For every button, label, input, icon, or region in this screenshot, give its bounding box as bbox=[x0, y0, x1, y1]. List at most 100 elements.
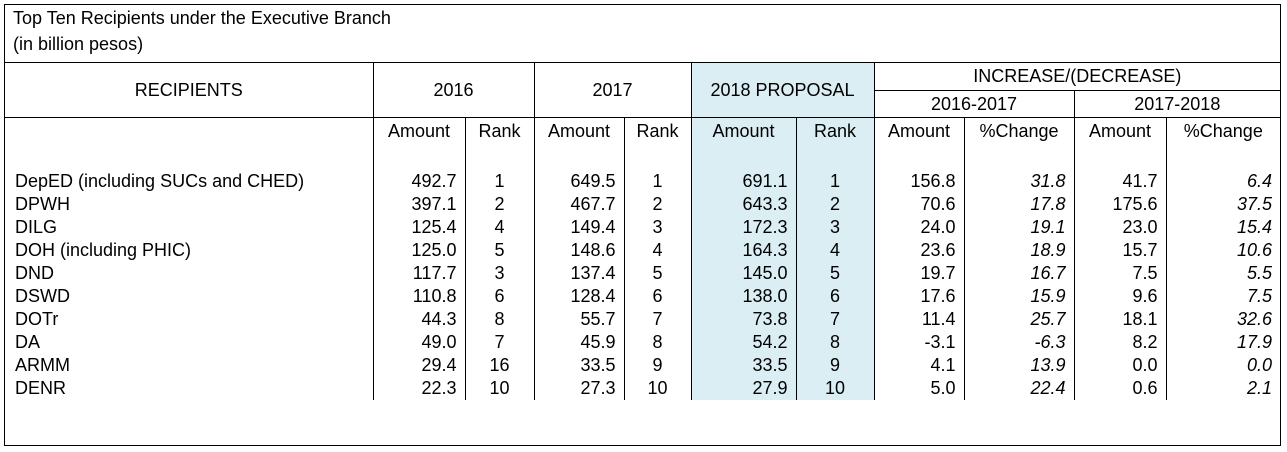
pct-change-2016-2017: 18.9 bbox=[963, 239, 1075, 262]
pct-change-2016-2017: 19.1 bbox=[963, 216, 1075, 239]
amount-2017: 45.9 bbox=[533, 331, 625, 354]
change-amount-2016-2017: 17.6 bbox=[873, 285, 965, 308]
change-amount-2016-2017: 19.7 bbox=[873, 262, 965, 285]
spacer-row bbox=[5, 145, 1281, 170]
title-area: Top Ten Recipients under the Executive B… bbox=[5, 5, 1280, 63]
amount-2016: 22.3 bbox=[372, 377, 465, 400]
amount-2017: 55.7 bbox=[533, 308, 625, 331]
amount-2017: 128.4 bbox=[533, 285, 625, 308]
rank-2016: 16 bbox=[464, 354, 535, 377]
pct-change-2017-2018: 15.4 bbox=[1165, 216, 1281, 239]
rank-2018: 1 bbox=[795, 170, 875, 193]
row-name: DILG bbox=[15, 217, 58, 237]
subheader-rank: Rank bbox=[623, 117, 692, 145]
row-name: DSWD bbox=[15, 286, 70, 306]
amount-2018: 54.2 bbox=[690, 331, 797, 354]
rank-2016: 1 bbox=[464, 170, 535, 193]
rank-2018: 7 bbox=[795, 308, 875, 331]
subheader-amount: Amount bbox=[690, 117, 797, 145]
subheader-pct-change: %Change bbox=[963, 117, 1075, 145]
table-subtitle: (in billion pesos) bbox=[13, 34, 144, 54]
table-title: Top Ten Recipients under the Executive B… bbox=[13, 8, 391, 28]
change-amount-2017-2018: 0.0 bbox=[1073, 354, 1167, 377]
amount-2016: 49.0 bbox=[372, 331, 465, 354]
rank-2017: 10 bbox=[623, 377, 692, 400]
table-row: DPWH 397.1 2 467.7 2 643.3 2 70.6 17.8 175.6 37.5 bbox=[5, 193, 1281, 216]
change-amount-2017-2018: 9.6 bbox=[1073, 285, 1167, 308]
pct-change-2017-2018: 37.5 bbox=[1165, 193, 1281, 216]
change-amount-2016-2017: 24.0 bbox=[873, 216, 965, 239]
amount-2016: 110.8 bbox=[372, 285, 465, 308]
row-name: DepED (including SUCs and CHED) bbox=[15, 171, 305, 191]
rank-2018: 10 bbox=[795, 377, 875, 400]
amount-2017: 467.7 bbox=[533, 193, 625, 216]
rank-2018: 4 bbox=[795, 239, 875, 262]
rank-2016: 2 bbox=[464, 193, 535, 216]
pct-change-2017-2018: 5.5 bbox=[1165, 262, 1281, 285]
change-amount-2017-2018: 23.0 bbox=[1073, 216, 1167, 239]
change-amount-2016-2017: 11.4 bbox=[873, 308, 965, 331]
pct-change-2016-2017: 31.8 bbox=[963, 170, 1075, 193]
row-name: DND bbox=[15, 263, 54, 283]
amount-2016: 44.3 bbox=[372, 308, 465, 331]
pct-change-2016-2017: 16.7 bbox=[963, 262, 1075, 285]
recipients-table: RECIPIENTS 2016 2017 2018 PROPOSAL INCRE… bbox=[5, 63, 1281, 400]
change-amount-2016-2017: 156.8 bbox=[873, 170, 965, 193]
amount-2018: 33.5 bbox=[690, 354, 797, 377]
amount-2017: 33.5 bbox=[533, 354, 625, 377]
change-amount-2017-2018: 15.7 bbox=[1073, 239, 1167, 262]
amount-2016: 117.7 bbox=[372, 262, 465, 285]
subheader-amount: Amount bbox=[873, 117, 965, 145]
subheader-rank: Rank bbox=[795, 117, 875, 145]
pct-change-2016-2017: 22.4 bbox=[963, 377, 1075, 400]
amount-2016: 492.7 bbox=[372, 170, 465, 193]
rank-2016: 3 bbox=[464, 262, 535, 285]
pct-change-2017-2018: 0.0 bbox=[1165, 354, 1281, 377]
amount-2017: 149.4 bbox=[533, 216, 625, 239]
subheader-pct-change: %Change bbox=[1165, 117, 1281, 145]
header-2017-2018: 2017-2018 bbox=[1073, 90, 1281, 118]
row-name: ARMM bbox=[15, 355, 70, 375]
rank-2016: 7 bbox=[464, 331, 535, 354]
pct-change-2017-2018: 32.6 bbox=[1165, 308, 1281, 331]
amount-2016: 397.1 bbox=[372, 193, 465, 216]
pct-change-2016-2017: 15.9 bbox=[963, 285, 1075, 308]
header-2016: 2016 bbox=[372, 63, 535, 118]
pct-change-2017-2018: 17.9 bbox=[1165, 331, 1281, 354]
pct-change-2016-2017: 13.9 bbox=[963, 354, 1075, 377]
row-name: DA bbox=[15, 332, 41, 352]
rank-2018: 6 bbox=[795, 285, 875, 308]
change-amount-2017-2018: 18.1 bbox=[1073, 308, 1167, 331]
change-amount-2016-2017: 70.6 bbox=[873, 193, 965, 216]
subheader-amount: Amount bbox=[1073, 117, 1167, 145]
table-frame: Top Ten Recipients under the Executive B… bbox=[4, 4, 1281, 446]
pct-change-2017-2018: 10.6 bbox=[1165, 239, 1281, 262]
change-amount-2016-2017: 4.1 bbox=[873, 354, 965, 377]
amount-2017: 27.3 bbox=[533, 377, 625, 400]
rank-2017: 5 bbox=[623, 262, 692, 285]
change-amount-2016-2017: -3.1 bbox=[873, 331, 965, 354]
amount-2018: 145.0 bbox=[690, 262, 797, 285]
rank-2016: 10 bbox=[464, 377, 535, 400]
amount-2018: 27.9 bbox=[690, 377, 797, 400]
rank-2018: 3 bbox=[795, 216, 875, 239]
table-row: DOTr 44.3 8 55.7 7 73.8 7 11.4 25.7 18.1 32.6 bbox=[5, 308, 1281, 331]
change-amount-2016-2017: 5.0 bbox=[873, 377, 965, 400]
row-name: DOH (including PHIC) bbox=[15, 240, 192, 260]
rank-2016: 6 bbox=[464, 285, 535, 308]
rank-2017: 3 bbox=[623, 216, 692, 239]
table-row: DepED (including SUCs and CHED) 492.7 1 649… bbox=[5, 170, 1281, 193]
change-amount-2017-2018: 8.2 bbox=[1073, 331, 1167, 354]
header-2018-proposal: 2018 PROPOSAL bbox=[690, 63, 875, 118]
table-row: DSWD 110.8 6 128.4 6 138.0 6 17.6 15.9 9.6 7.5 bbox=[5, 285, 1281, 308]
row-name: DPWH bbox=[15, 194, 70, 214]
rank-2017: 7 bbox=[623, 308, 692, 331]
header-increase-decrease: INCREASE/(DECREASE) bbox=[873, 63, 1281, 91]
amount-2018: 138.0 bbox=[690, 285, 797, 308]
pct-change-2017-2018: 2.1 bbox=[1165, 377, 1281, 400]
amount-2018: 164.3 bbox=[690, 239, 797, 262]
amount-2016: 125.4 bbox=[372, 216, 465, 239]
rank-2017: 1 bbox=[623, 170, 692, 193]
table-row: DILG 125.4 4 149.4 3 172.3 3 24.0 19.1 23.0 15.4 bbox=[5, 216, 1281, 239]
amount-2016: 125.0 bbox=[372, 239, 465, 262]
